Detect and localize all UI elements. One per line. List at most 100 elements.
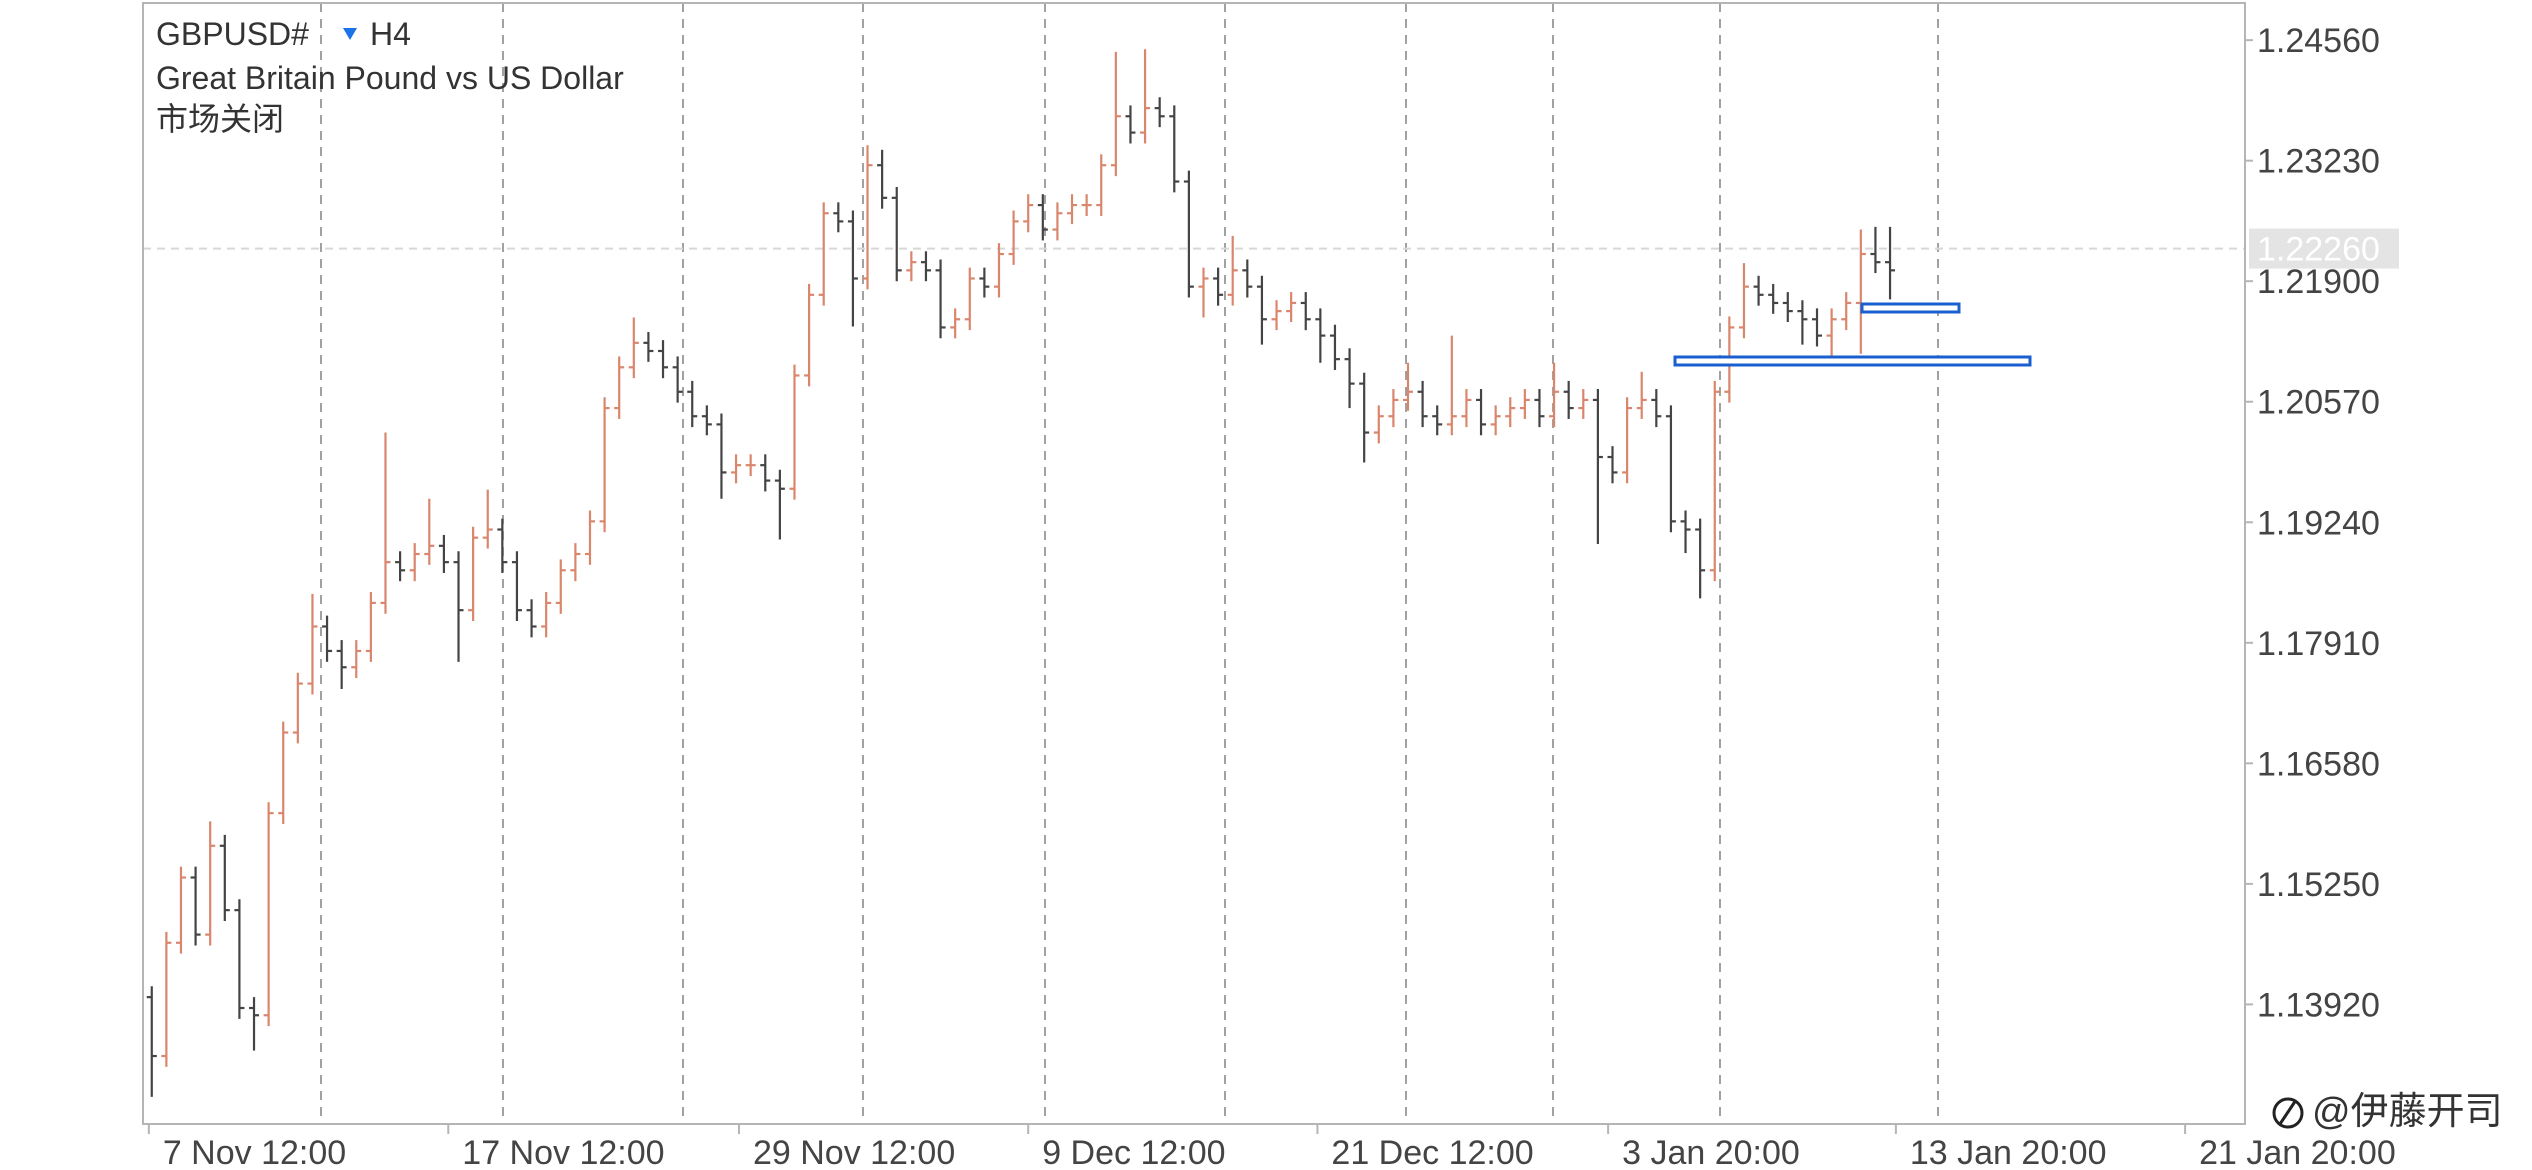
ohlc-bar [1213, 267, 1224, 306]
ohlc-bar [278, 721, 289, 825]
price-level-object[interactable] [1673, 355, 2032, 367]
ohlc-bar [1841, 292, 1852, 331]
ohlc-bar [1373, 405, 1384, 444]
ohlc-bar [1505, 397, 1516, 428]
y-tick-label: 1.21900 [2257, 263, 2380, 301]
y-tick-label: 1.20570 [2257, 384, 2380, 422]
ohlc-bar [1782, 292, 1793, 322]
ohlc-bar [1665, 405, 1676, 533]
ohlc-bar [1081, 194, 1092, 216]
ohlc-bar [731, 454, 742, 484]
ohlc-bar [1402, 362, 1413, 411]
ohlc-bar [1125, 105, 1136, 144]
ohlc-bar [1885, 226, 1896, 300]
y-tick-label: 1.19240 [2257, 504, 2380, 542]
ohlc-bar [1432, 405, 1443, 436]
x-tick-label: 13 Jan 20:00 [1910, 1134, 2107, 1170]
ohlc-bar [336, 640, 347, 690]
dropdown-icon[interactable] [343, 28, 357, 40]
ohlc-bar [1826, 308, 1837, 363]
market-status: 市场关闭 [156, 101, 284, 137]
ohlc-bar [292, 672, 303, 744]
ohlc-bar [1198, 267, 1209, 318]
ohlc-bar [1563, 380, 1574, 419]
ohlc-bar [497, 518, 508, 574]
ohlc-bar [877, 149, 888, 209]
ohlc-bar [745, 454, 756, 477]
ohlc-bar [1067, 194, 1078, 225]
session-separators [320, 3, 1939, 1124]
ohlc-bar [920, 251, 931, 282]
ohlc-bar [234, 899, 245, 1019]
price-level-object[interactable] [1860, 302, 1961, 314]
ohlc-bar [555, 559, 566, 614]
ohlc-bar [1812, 308, 1823, 347]
ohlc-bar [219, 834, 230, 922]
ohlc-bar [1052, 202, 1063, 241]
ohlc-bar [628, 317, 639, 379]
ohlc-bar [1096, 154, 1107, 216]
x-tick-label: 3 Jan 20:00 [1622, 1134, 1800, 1170]
ohlc-bar [599, 397, 610, 533]
ohlc-bar [365, 592, 376, 662]
ohlc-bar [1315, 308, 1326, 363]
ohlc-bar [1768, 283, 1779, 314]
ohlc-bar [1329, 324, 1340, 371]
ohlc-bar [774, 469, 785, 540]
plot [143, 49, 2245, 1097]
ohlc-bar [1271, 300, 1282, 331]
ohlc-bar [1008, 210, 1019, 265]
x-tick-label: 7 Nov 12:00 [163, 1134, 346, 1170]
subtitle: Great Britain Pound vs US Dollar [156, 60, 624, 96]
ohlc-bar [1519, 389, 1530, 419]
ohlc-bar [1549, 362, 1560, 428]
ohlc-bar [541, 592, 552, 638]
y-tick-label: 1.24560 [2257, 22, 2380, 60]
ohlc-bar [175, 866, 186, 954]
ohlc-bar [1622, 397, 1633, 484]
ohlc-bar [205, 821, 216, 946]
ohlc-bar [1359, 372, 1370, 463]
symbol[interactable]: GBPUSD# [156, 16, 309, 52]
y-tick-label: 1.23230 [2257, 143, 2380, 181]
ohlc-bar [1169, 105, 1180, 193]
ohlc-bar [1344, 348, 1355, 409]
ohlc-bar [1037, 194, 1048, 241]
ohlc-bar [1855, 229, 1866, 354]
ohlc-bar [1738, 263, 1749, 339]
ohlc-bar [1154, 97, 1165, 128]
watermark-logo [2272, 1097, 2304, 1129]
ohlc-bar [1183, 170, 1194, 298]
ohlc-bar [789, 364, 800, 500]
last-price-label: 1.22260 [2257, 231, 2380, 269]
ohlc-bar [1446, 335, 1457, 436]
watermark: @伊藤开司 [2312, 1091, 2503, 1133]
ohlc-bar [1023, 194, 1034, 233]
ohlc-bar [1461, 389, 1472, 428]
x-tick-label: 21 Dec 12:00 [1331, 1134, 1533, 1170]
ohlc-bar [409, 543, 420, 582]
ohlc-bar [146, 986, 157, 1097]
ohlc-bar [263, 802, 274, 1027]
ohlc-bar [1680, 510, 1691, 554]
ohlc-bar [1227, 235, 1238, 306]
ohlc-bar [511, 551, 522, 622]
ohlc-bar [993, 243, 1004, 298]
ohlc-bar [1695, 518, 1706, 599]
ohlc-bar [1256, 275, 1267, 345]
ohlc-bar [1870, 226, 1881, 274]
ohlc-bar [643, 331, 654, 362]
ohlc-bar [1417, 380, 1428, 428]
ohlc-bar [438, 534, 449, 574]
ohlc-bar [1242, 259, 1253, 298]
ohlc-bar [906, 251, 917, 282]
ohlc-bar [161, 931, 172, 1067]
ohlc-bar [249, 997, 260, 1051]
ohlc-bar [833, 202, 844, 233]
x-tick-label: 29 Nov 12:00 [753, 1134, 955, 1170]
y-tick-label: 1.15250 [2257, 866, 2380, 904]
ohlc-bar [1651, 389, 1662, 428]
ohlc-bar [380, 432, 391, 614]
